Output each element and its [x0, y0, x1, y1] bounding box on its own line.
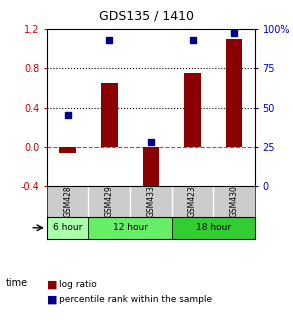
Bar [143, 146, 159, 191]
Bar [226, 39, 242, 146]
Text: GSM429: GSM429 [105, 185, 114, 217]
Text: GDS135 / 1410: GDS135 / 1410 [99, 10, 194, 23]
Text: log ratio: log ratio [59, 280, 96, 289]
Text: ■: ■ [47, 280, 57, 289]
FancyBboxPatch shape [88, 217, 172, 239]
Bar [184, 73, 201, 146]
Text: GSM430: GSM430 [230, 185, 239, 217]
Text: GSM423: GSM423 [188, 185, 197, 217]
Text: GSM433: GSM433 [146, 185, 155, 217]
Text: 18 hour: 18 hour [196, 223, 231, 232]
Text: ■: ■ [47, 294, 57, 304]
FancyBboxPatch shape [47, 217, 88, 239]
Text: time: time [6, 278, 28, 288]
FancyBboxPatch shape [172, 217, 255, 239]
Text: 12 hour: 12 hour [113, 223, 148, 232]
Text: 6 hour: 6 hour [53, 223, 82, 232]
Text: percentile rank within the sample: percentile rank within the sample [59, 295, 212, 304]
Bar [101, 83, 117, 146]
Text: GSM428: GSM428 [63, 185, 72, 217]
Bar [59, 146, 76, 153]
